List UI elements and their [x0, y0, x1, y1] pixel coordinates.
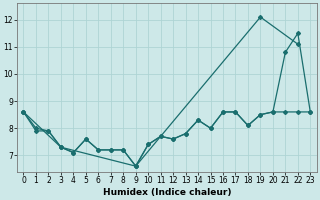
- X-axis label: Humidex (Indice chaleur): Humidex (Indice chaleur): [103, 188, 231, 197]
